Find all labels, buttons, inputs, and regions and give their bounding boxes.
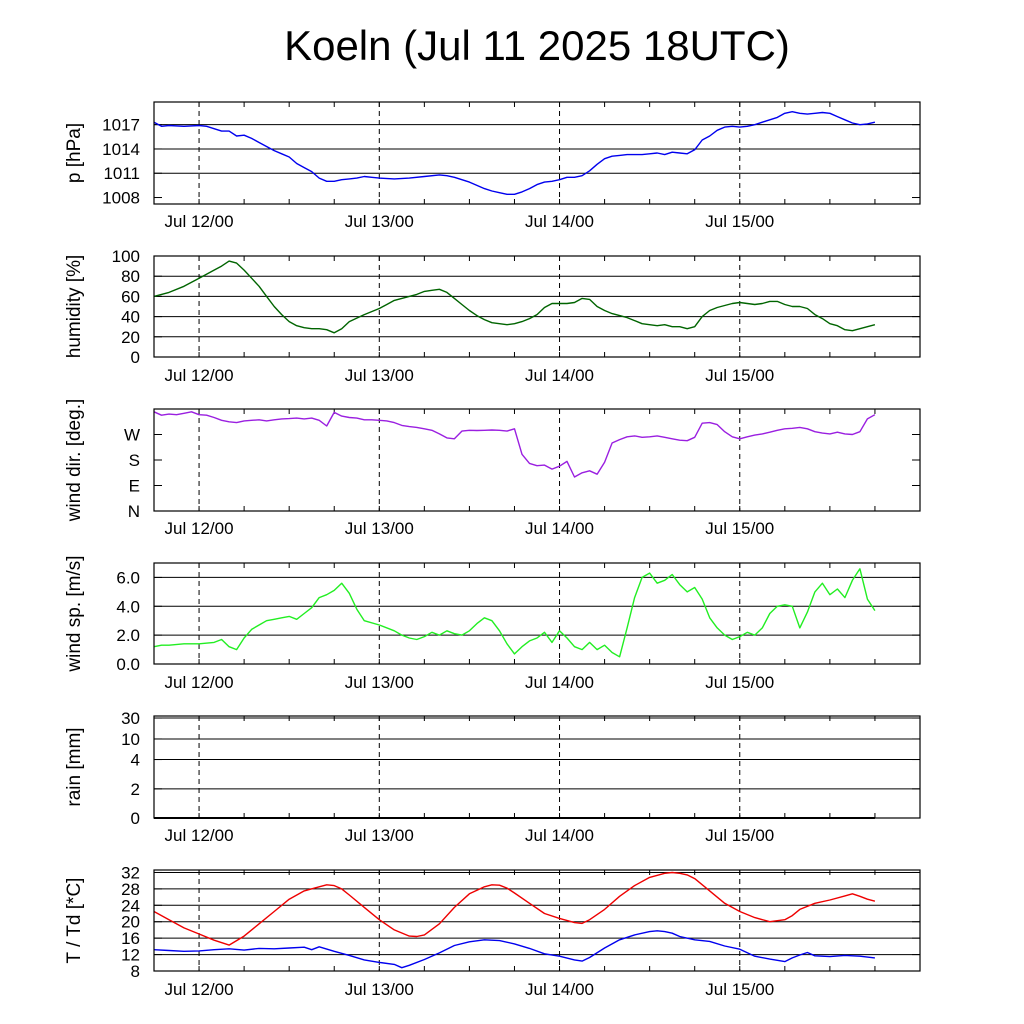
humidity-x-tick-label: Jul 12/00 (165, 366, 234, 385)
wind-speed-axis-title: wind sp. [m/s] (64, 555, 85, 672)
temperature-y-tick-label: 32 (121, 863, 140, 882)
temperature-y-tick-label: 28 (121, 880, 140, 899)
temperature-x-tick-label: Jul 14/00 (525, 980, 594, 999)
humidity-y-tick-label: 40 (121, 308, 140, 327)
humidity-y-tick-label: 20 (121, 328, 140, 347)
rain-y-tick-label: 30 (121, 709, 140, 728)
humidity-y-tick-label: 100 (112, 247, 140, 266)
wind-direction-y-tick-label: S (129, 451, 140, 470)
humidity-y-tick-label: 60 (121, 287, 140, 306)
rain-y-tick-label: 4 (131, 751, 140, 770)
temperature-axis-title: T / Td [*C] (64, 878, 85, 964)
temperature-frame (153, 869, 921, 972)
wind-speed-x-tick-label: Jul 14/00 (525, 673, 594, 692)
pressure-frame (153, 101, 921, 205)
pressure-y-tick-label: 1014 (102, 140, 140, 159)
humidity-line (153, 260, 876, 334)
pressure-line (153, 111, 876, 195)
temperature-x-tick-label: Jul 15/00 (705, 980, 774, 999)
pressure-y-tick-label: 1008 (102, 189, 140, 208)
rain-x-tick-label: Jul 12/00 (165, 826, 234, 845)
wind-direction-x-tick-label: Jul 15/00 (705, 519, 774, 538)
wind-direction-axis-title: wind dir. [deg.] (64, 399, 85, 523)
wind-speed-x-tick-label: Jul 13/00 (345, 673, 414, 692)
pressure-x-tick-label: Jul 15/00 (705, 212, 774, 231)
pressure-y-tick-label: 1011 (103, 164, 140, 183)
rain-x-tick-label: Jul 15/00 (705, 826, 774, 845)
wind-direction-line (153, 411, 876, 478)
rain-axis-title: rain [mm] (64, 727, 85, 806)
wind-speed-y-tick-label: 0.0 (116, 655, 140, 674)
rain-frame (153, 715, 921, 819)
wind-speed-y-tick-label: 4.0 (116, 597, 140, 616)
temperature-y-tick-label: 20 (121, 913, 140, 932)
temperature-x-tick-label: Jul 12/00 (165, 980, 234, 999)
rain-y-tick-label: 2 (131, 780, 140, 799)
pressure-x-tick-label: Jul 13/00 (345, 212, 414, 231)
temperature-y-tick-label: 8 (131, 962, 140, 981)
temperature-y-tick-label: 12 (121, 946, 140, 965)
rain-x-tick-label: Jul 13/00 (345, 826, 414, 845)
wind-direction-y-tick-label: E (129, 477, 140, 496)
wind-speed-y-tick-label: 6.0 (116, 568, 140, 587)
temperature-x-tick-label: Jul 13/00 (345, 980, 414, 999)
wind-speed-x-tick-label: Jul 12/00 (165, 673, 234, 692)
pressure-y-tick-label: 1017 (102, 116, 140, 135)
pressure-x-tick-label: Jul 12/00 (165, 212, 234, 231)
humidity-y-tick-label: 80 (121, 267, 140, 286)
humidity-x-tick-label: Jul 15/00 (705, 366, 774, 385)
rain-y-tick-label: 0 (131, 809, 140, 828)
wind-speed-line (153, 568, 876, 658)
humidity-x-tick-label: Jul 13/00 (345, 366, 414, 385)
wind-direction-x-tick-label: Jul 14/00 (525, 519, 594, 538)
wind-direction-frame (153, 408, 921, 512)
humidity-y-tick-label: 0 (131, 348, 140, 367)
wind-speed-x-tick-label: Jul 15/00 (705, 673, 774, 692)
pressure-axis-title: p [hPa] (64, 123, 85, 183)
pressure-x-tick-label: Jul 14/00 (525, 212, 594, 231)
wind-direction-y-tick-label: W (124, 426, 140, 445)
wind-speed-frame (153, 562, 921, 665)
chart-title: Koeln (Jul 11 2025 18UTC) (284, 22, 790, 69)
humidity-axis-title: humidity [%] (64, 255, 85, 358)
wind-direction-x-tick-label: Jul 12/00 (165, 519, 234, 538)
wind-speed-y-tick-label: 2.0 (116, 626, 140, 645)
rain-y-tick-label: 10 (121, 730, 140, 749)
humidity-x-tick-label: Jul 14/00 (525, 366, 594, 385)
temperature-line (153, 871, 876, 946)
temperature-y-tick-label: 16 (121, 929, 140, 948)
wind-direction-x-tick-label: Jul 13/00 (345, 519, 414, 538)
temperature-y-tick-label: 24 (121, 896, 140, 915)
humidity-frame (153, 255, 921, 358)
rain-x-tick-label: Jul 14/00 (525, 826, 594, 845)
wind-direction-y-tick-label: N (128, 502, 140, 521)
dewpoint-line (153, 930, 875, 969)
